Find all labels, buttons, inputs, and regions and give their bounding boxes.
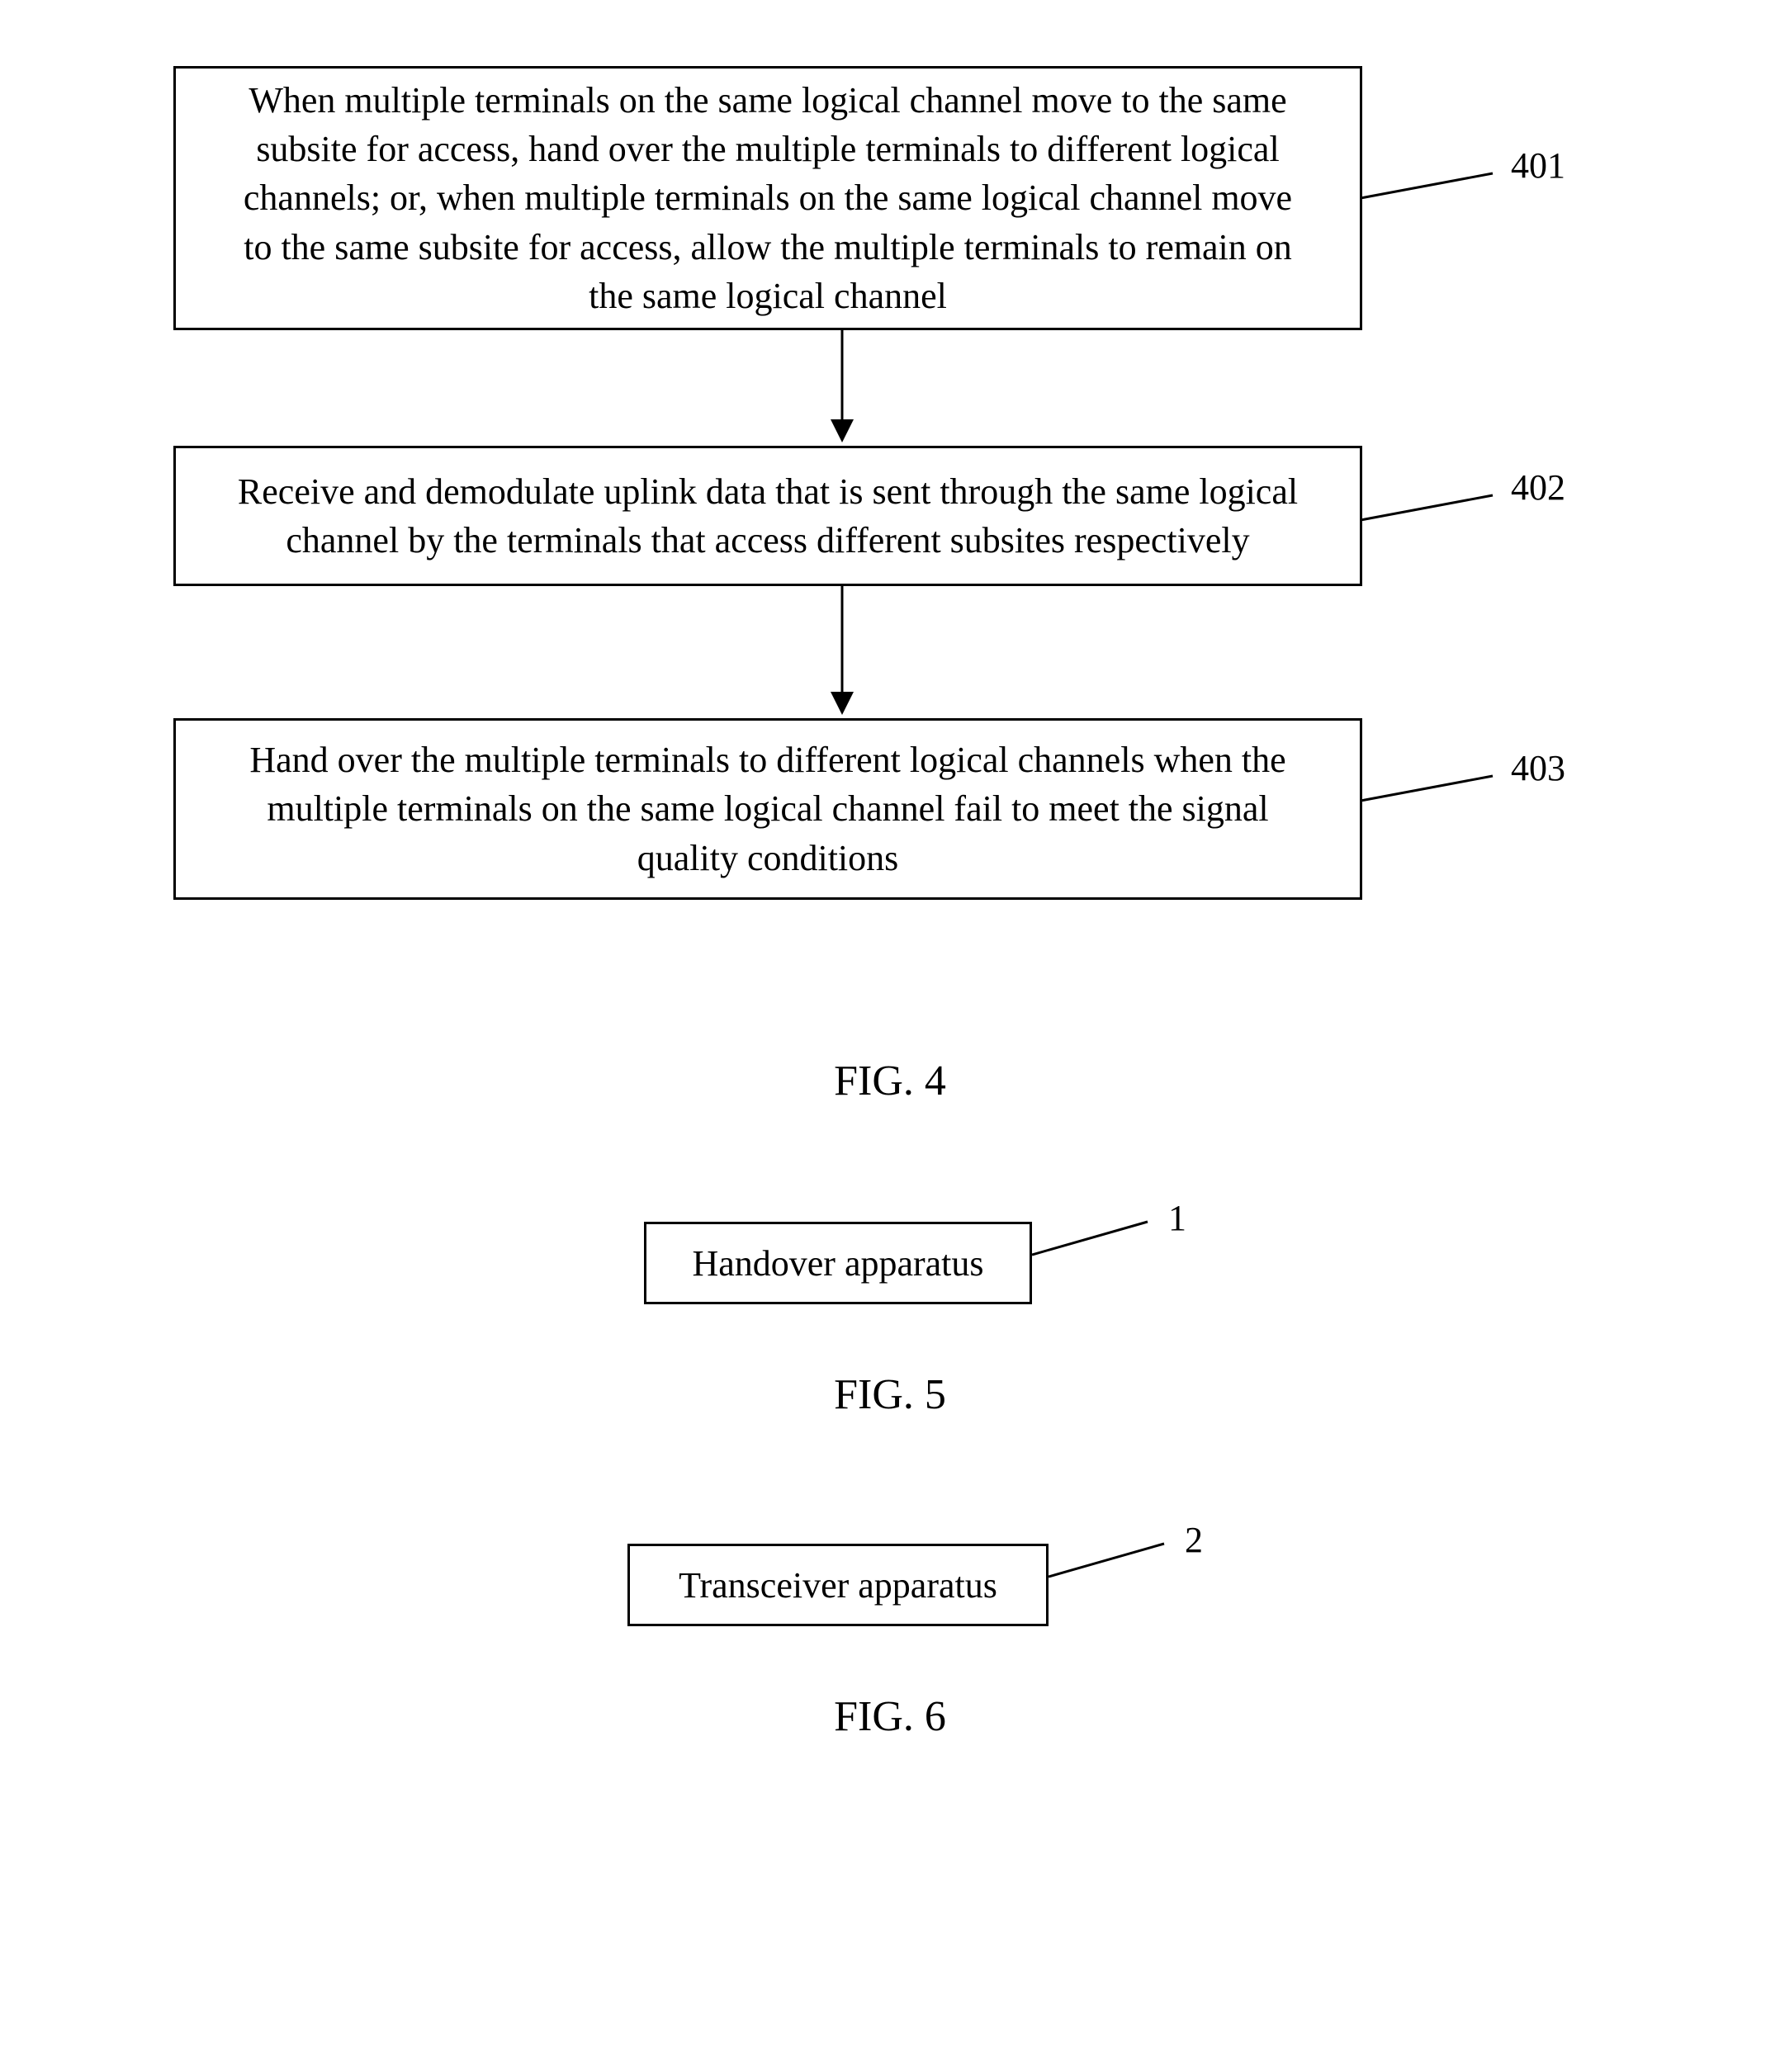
- label-403: 403: [1511, 747, 1565, 789]
- flow-box-402-text: Receive and demodulate uplink data that …: [225, 467, 1310, 565]
- fig5-box: Handover apparatus: [644, 1222, 1032, 1304]
- caption-fig4: FIG. 4: [725, 1057, 1055, 1105]
- arrow-402-403: [817, 586, 867, 718]
- flow-box-401-text: When multiple terminals on the same logi…: [225, 76, 1310, 321]
- caption-fig6: FIG. 6: [725, 1692, 1055, 1741]
- leader-fig6: [1049, 1535, 1197, 1593]
- flowchart-fig4: When multiple terminals on the same logi…: [132, 66, 1552, 900]
- fig6-box: Transceiver apparatus: [627, 1544, 1049, 1626]
- arrow-401-402: [817, 330, 867, 446]
- flow-box-402: Receive and demodulate uplink data that …: [173, 446, 1362, 586]
- flow-box-403: Hand over the multiple terminals to diff…: [173, 718, 1362, 900]
- label-fig5: 1: [1168, 1197, 1186, 1239]
- label-402: 402: [1511, 466, 1565, 509]
- caption-fig5: FIG. 5: [725, 1370, 1055, 1419]
- flow-box-403-text: Hand over the multiple terminals to diff…: [225, 736, 1310, 882]
- flow-box-401: When multiple terminals on the same logi…: [173, 66, 1362, 330]
- label-fig6: 2: [1185, 1519, 1203, 1561]
- leader-fig5: [1032, 1213, 1181, 1271]
- label-401: 401: [1511, 144, 1565, 187]
- fig6-box-text: Transceiver apparatus: [679, 1564, 997, 1606]
- fig5-box-text: Handover apparatus: [692, 1242, 983, 1284]
